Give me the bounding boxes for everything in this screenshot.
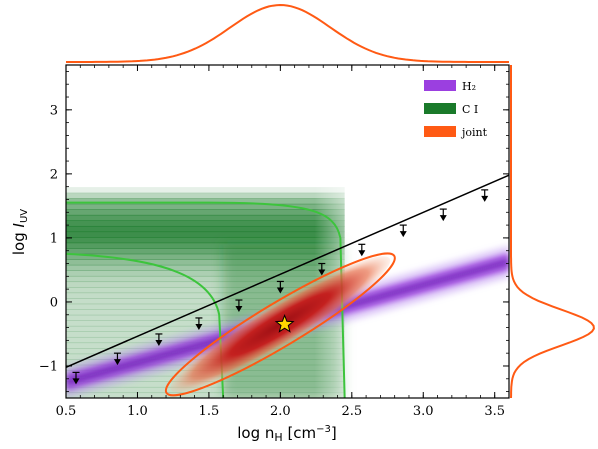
ci-density-strip bbox=[66, 237, 345, 244]
y-axis-label: log IUV bbox=[10, 209, 30, 255]
ci-contour bbox=[66, 201, 346, 398]
upper-limit-arrow bbox=[439, 208, 447, 222]
upper-limit-line bbox=[66, 174, 509, 368]
ci-density-strip bbox=[66, 209, 345, 216]
legend-label: joint bbox=[460, 126, 488, 139]
ci-density-strip bbox=[66, 93, 345, 99]
upper-limit-arrow bbox=[399, 224, 407, 238]
ci-density-strip bbox=[66, 126, 345, 132]
ci-density-strip bbox=[66, 87, 345, 93]
ci-density-strip bbox=[66, 176, 345, 182]
legend: H₂ C I joint bbox=[424, 80, 488, 139]
ci-density-strip bbox=[66, 248, 345, 255]
upper-limit-arrow bbox=[235, 299, 243, 313]
ci-density-strip bbox=[66, 225, 345, 233]
ci-density-strip bbox=[66, 203, 345, 210]
upper-limit-arrows bbox=[72, 189, 489, 385]
legend-swatch bbox=[424, 103, 456, 114]
ci-density-strip bbox=[66, 115, 345, 121]
best-fit-star bbox=[274, 313, 295, 333]
ci-density-strip bbox=[66, 109, 345, 115]
ci-density-strip bbox=[66, 76, 345, 82]
ci-density-strip bbox=[66, 270, 345, 277]
ci-density-strip bbox=[66, 386, 345, 394]
x-tick-label: 3.0 bbox=[413, 404, 434, 419]
ci-density bbox=[66, 65, 375, 398]
upper-limit-arrow bbox=[113, 352, 121, 366]
ci-density-strip bbox=[66, 137, 345, 143]
y-tick-label: −1 bbox=[39, 359, 58, 374]
ci-density-strip bbox=[66, 259, 345, 266]
ci-density-strip bbox=[66, 320, 345, 327]
ci-density-strip bbox=[66, 192, 345, 199]
ci-density-strip bbox=[66, 220, 345, 227]
x-tick-label: 0.5 bbox=[56, 404, 77, 419]
ci-density-strip bbox=[66, 165, 345, 171]
legend-swatch bbox=[424, 80, 456, 91]
legend-label: H₂ bbox=[462, 80, 476, 93]
ci-density-strip bbox=[66, 82, 345, 88]
ci-density-strip bbox=[66, 198, 345, 205]
ci-density-strip bbox=[66, 182, 345, 188]
x-axis-label: log nH [cm−3] bbox=[237, 424, 337, 444]
marginal-x-curve bbox=[66, 3, 509, 63]
y-tick-label: 2 bbox=[50, 167, 58, 182]
ci-density-strip bbox=[66, 132, 345, 138]
ci-density-strip bbox=[66, 170, 345, 176]
y-tick-label: 1 bbox=[50, 231, 58, 246]
ci-density-strip bbox=[66, 148, 345, 154]
upper-limit-arrow bbox=[481, 189, 489, 202]
legend-label: C I bbox=[462, 103, 478, 116]
x-tick-label: 2.5 bbox=[341, 404, 362, 419]
x-axis-ticks: 0.5 1.0 1.5 2.0 2.5 3.0 3.5 bbox=[56, 65, 505, 419]
x-tick-label: 2.0 bbox=[270, 404, 291, 419]
y-axis-ticks: −1 0 1 2 3 bbox=[39, 71, 509, 392]
upper-limit-arrow bbox=[72, 371, 80, 385]
upper-limit-arrow bbox=[358, 243, 366, 257]
ci-density-strip bbox=[66, 187, 345, 194]
marginal-y-curve bbox=[510, 65, 595, 399]
ci-density-strip bbox=[66, 264, 345, 271]
axes-frame bbox=[65, 64, 510, 399]
ci-density-strip bbox=[66, 275, 345, 283]
ci-density-strip bbox=[66, 298, 345, 305]
y-tick-label: 0 bbox=[50, 295, 58, 310]
x-tick-label: 1.0 bbox=[127, 404, 148, 419]
ci-density-strip bbox=[66, 292, 345, 299]
ci-density-strip bbox=[66, 121, 345, 127]
legend-swatch bbox=[424, 126, 456, 137]
y-tick-label: 3 bbox=[50, 103, 58, 118]
upper-limit-arrow bbox=[276, 280, 284, 294]
ci-density-strip bbox=[66, 104, 345, 110]
joint-contour bbox=[164, 252, 396, 397]
ci-density-strip bbox=[66, 214, 345, 221]
ci-density-strip bbox=[66, 242, 345, 249]
ci-density-strip bbox=[66, 159, 345, 165]
ci-density-strip bbox=[66, 309, 345, 316]
upper-limit-arrow bbox=[195, 317, 203, 330]
plot-area bbox=[66, 65, 509, 398]
ci-density-strip bbox=[66, 154, 345, 160]
ci-density-strip bbox=[66, 231, 345, 238]
ci-density-strip bbox=[66, 281, 345, 288]
ci-density-strip bbox=[66, 98, 345, 104]
ci-density-strip bbox=[66, 253, 345, 260]
ci-density-strip bbox=[66, 65, 345, 71]
ci-density-strip bbox=[66, 71, 345, 77]
ci-density-fade bbox=[314, 65, 375, 398]
ci-density-strip bbox=[66, 392, 345, 398]
upper-limit-arrow bbox=[155, 333, 163, 346]
x-tick-label: 1.5 bbox=[199, 404, 220, 419]
upper-limit-arrow bbox=[318, 262, 326, 276]
ci-density-strip bbox=[66, 143, 345, 149]
ci-density-strip bbox=[66, 314, 345, 321]
x-tick-label: 3.5 bbox=[484, 404, 505, 419]
